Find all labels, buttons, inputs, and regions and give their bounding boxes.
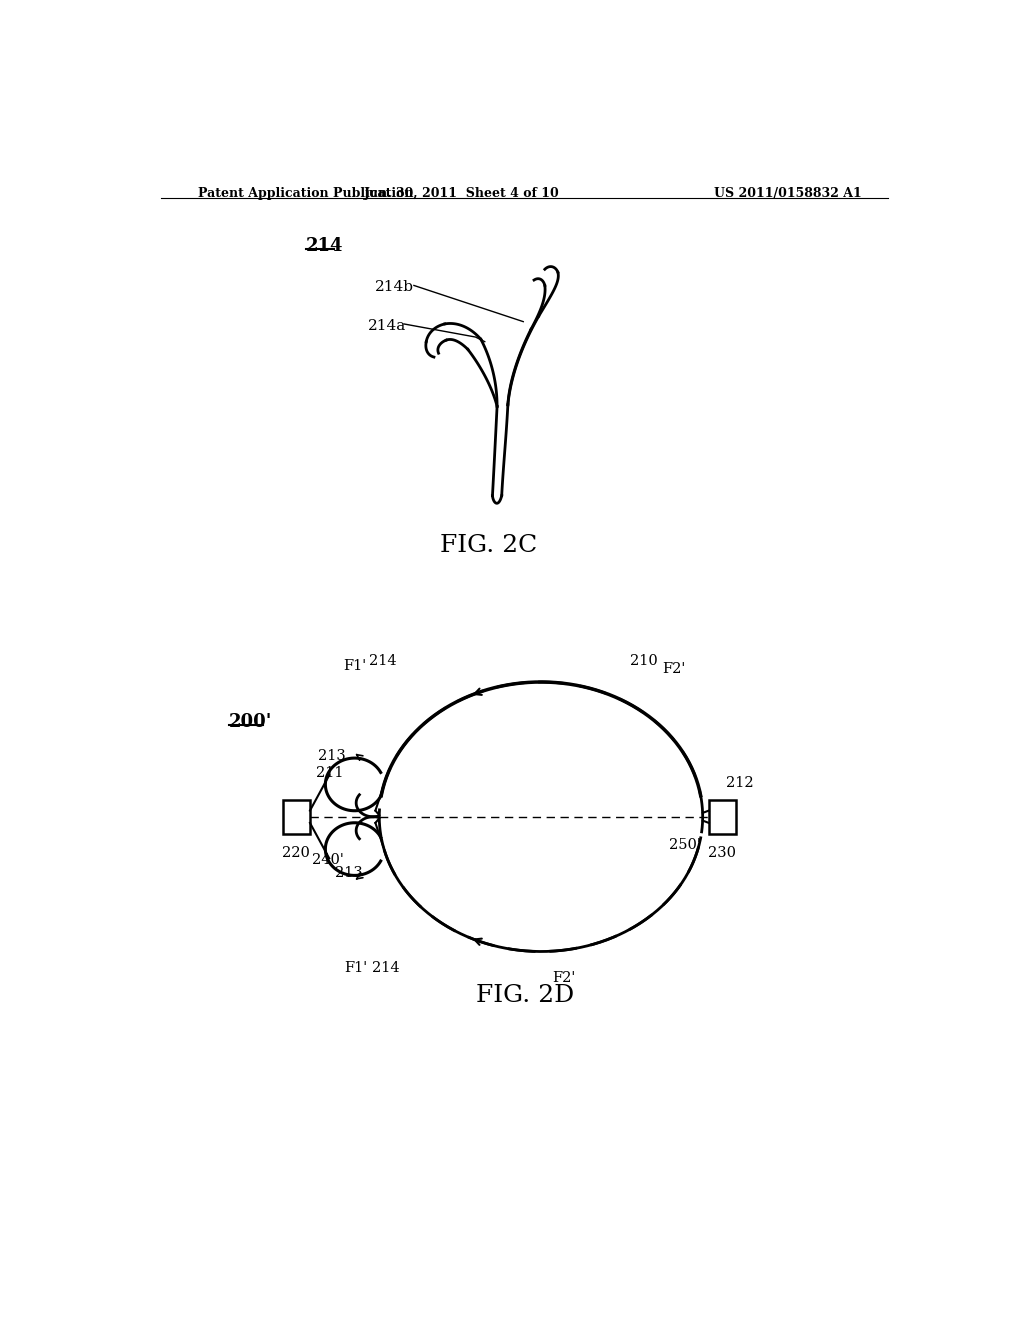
Text: 214: 214: [372, 961, 399, 974]
Text: 211: 211: [316, 766, 344, 780]
Text: 240': 240': [311, 853, 344, 867]
Text: 214: 214: [306, 238, 344, 255]
Bar: [283, 800, 310, 834]
Text: FIG. 2D: FIG. 2D: [476, 983, 573, 1007]
Text: 200': 200': [229, 713, 272, 731]
Text: F2': F2': [663, 661, 686, 676]
Text: US 2011/0158832 A1: US 2011/0158832 A1: [715, 187, 862, 199]
Text: F1': F1': [343, 659, 367, 673]
Text: 212: 212: [726, 776, 754, 789]
Text: 214a: 214a: [368, 318, 406, 333]
Text: 213: 213: [335, 866, 362, 880]
Text: FIG. 2C: FIG. 2C: [440, 535, 538, 557]
Text: 213: 213: [317, 748, 345, 763]
Text: Jun. 30, 2011  Sheet 4 of 10: Jun. 30, 2011 Sheet 4 of 10: [364, 187, 559, 199]
Text: Patent Application Publication: Patent Application Publication: [199, 187, 414, 199]
Text: 220: 220: [283, 846, 310, 861]
Text: 214: 214: [370, 655, 397, 668]
Text: 210: 210: [630, 655, 657, 668]
Text: 250': 250': [670, 838, 701, 853]
Text: 230: 230: [708, 846, 736, 861]
Bar: [709, 800, 736, 834]
Text: 214b: 214b: [376, 280, 415, 294]
Text: F1': F1': [344, 961, 368, 974]
Text: F2': F2': [552, 970, 575, 985]
